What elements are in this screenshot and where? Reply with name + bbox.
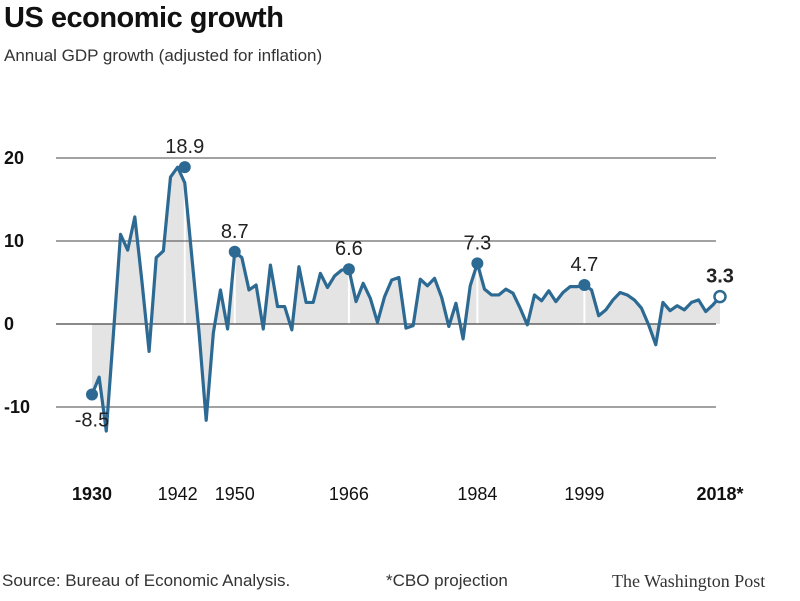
growth-line [90,165,722,433]
x-tick-label: 1966 [329,484,369,504]
x-tick-label: 1930 [72,484,112,504]
annotation-label: 3.3 [706,266,734,288]
chart-subtitle: Annual GDP growth (adjusted for inflatio… [4,46,323,65]
x-tick-label: 1950 [215,484,255,504]
y-tick-label: 10 [4,231,24,251]
x-tick-label: 2018* [696,484,743,504]
annotation-label: 7.3 [463,232,491,254]
annotation-point [228,245,241,258]
y-tick-label: -10 [4,397,30,417]
source-note: Source: Bureau of Economic Analysis. [2,571,291,590]
chart-title: US economic growth [4,2,284,34]
y-tick-label: 0 [4,314,14,334]
x-tick-label: 1984 [457,484,497,504]
x-tick-label: 1942 [158,484,198,504]
annotation-label: 18.9 [165,136,204,158]
projection-point [713,289,727,304]
publisher-credit: The Washington Post [612,571,766,591]
y-tick-label: 20 [4,148,24,168]
annotation-point [471,257,484,270]
annotation-label: 4.7 [571,254,599,276]
x-tick-label: 1999 [564,484,604,504]
annotation-label: -8.5 [75,410,109,432]
annotation-point [86,388,98,401]
annotation-label: 6.6 [335,238,363,260]
annotation-point [342,263,355,276]
projection-note: *CBO projection [386,571,508,590]
annotation-point [578,278,591,291]
annotation-point [178,161,191,174]
annotation-label: 8.7 [221,221,249,243]
